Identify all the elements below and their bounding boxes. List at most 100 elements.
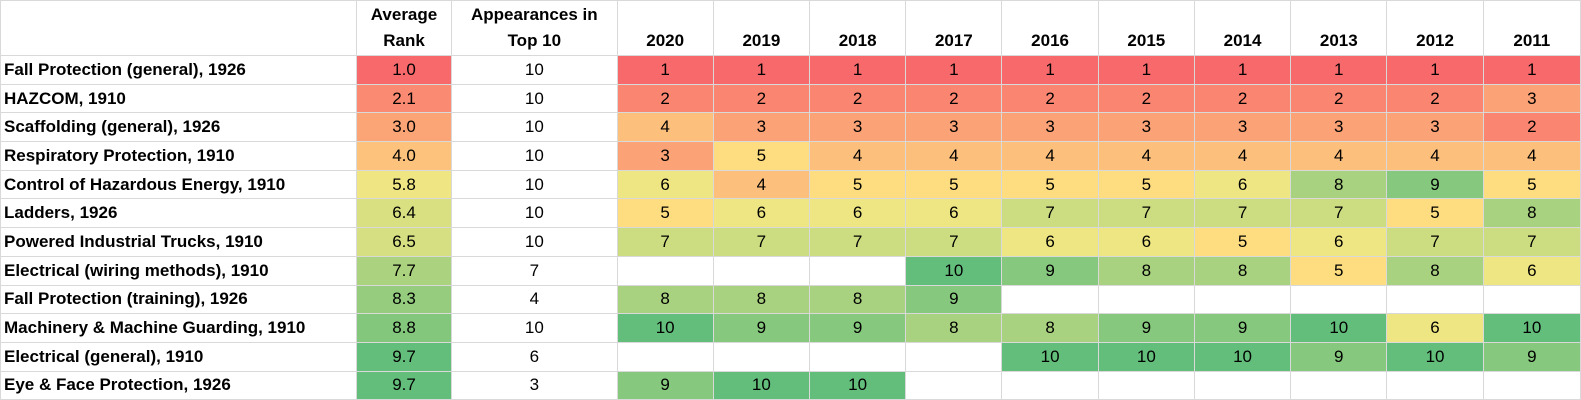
rank-cell: 7 (1290, 198, 1388, 229)
rank-cell: 5 (808, 169, 907, 200)
row-label: Fall Protection (training), 1926 (0, 284, 357, 315)
column-header: 2011 (1482, 0, 1581, 56)
corner-cell (0, 0, 357, 56)
rank-cell (1001, 370, 1099, 400)
row-label: Eye & Face Protection, 1926 (0, 370, 357, 400)
rank-cell: 9 (712, 313, 811, 343)
rank-cell: 8 (905, 313, 1003, 343)
rank-cell: 10 (1386, 341, 1484, 372)
rank-cell: 1 (1290, 55, 1388, 85)
rank-cell: 5 (905, 169, 1003, 200)
table-row: Fall Protection (general), 1926 1.0 10 1 1 1 1… (0, 55, 1581, 85)
rank-cell: 2 (905, 83, 1003, 114)
rank-cell: 10 (1001, 341, 1099, 372)
rank-cell: 8 (1290, 169, 1388, 200)
rank-cell: 3 (1097, 112, 1195, 143)
table-row: Machinery & Machine Guarding, 1910 8.8 10 1… (0, 313, 1581, 343)
rank-cell (1290, 370, 1388, 400)
rank-cell: 7 (1097, 198, 1195, 229)
rank-cell: 9 (808, 313, 907, 343)
table-row: Powered Industrial Trucks, 1910 6.5 10 7 7 7 7… (0, 227, 1581, 257)
rank-cell (712, 341, 811, 372)
rank-cell: 8 (1097, 255, 1195, 286)
header-row: Average Rank Appearances in Top 10 2020 201… (0, 0, 1581, 56)
rank-cell (1193, 284, 1292, 315)
row-label: Ladders, 1926 (0, 198, 357, 229)
column-header: Appearances in Top 10 (451, 0, 618, 56)
average-rank-cell: 8.3 (355, 284, 453, 315)
rank-cell (1386, 284, 1484, 315)
column-header: 2014 (1193, 0, 1292, 56)
rank-cell: 5 (1290, 255, 1388, 286)
rank-cell (808, 341, 907, 372)
row-label: Electrical (general), 1910 (0, 341, 357, 372)
row-label: Fall Protection (general), 1926 (0, 55, 357, 85)
average-rank-cell: 4.0 (355, 141, 453, 171)
rank-cell: 10 (1193, 341, 1292, 372)
rank-cell: 7 (712, 227, 811, 257)
rank-cell: 10 (1097, 341, 1195, 372)
average-rank-cell: 2.1 (355, 83, 453, 114)
appearances-cell: 3 (451, 370, 618, 400)
rank-cell (1001, 284, 1099, 315)
rank-cell: 4 (1193, 141, 1292, 171)
rank-cell: 4 (808, 141, 907, 171)
rank-cell: 5 (616, 198, 714, 229)
rank-cell: 1 (1001, 55, 1099, 85)
rank-cell: 9 (616, 370, 714, 400)
rank-cell: 3 (1386, 112, 1484, 143)
rank-cell (616, 255, 714, 286)
column-header: 2012 (1386, 0, 1484, 56)
rank-cell: 9 (1097, 313, 1195, 343)
rank-cell: 3 (1193, 112, 1292, 143)
row-label: HAZCOM, 1910 (0, 83, 357, 114)
rank-cell: 1 (1193, 55, 1292, 85)
rank-cell: 10 (712, 370, 811, 400)
rank-cell: 7 (1482, 227, 1581, 257)
rank-cell: 1 (616, 55, 714, 85)
rank-cell: 1 (712, 55, 811, 85)
row-label: Machinery & Machine Guarding, 1910 (0, 313, 357, 343)
appearances-cell: 10 (451, 112, 618, 143)
rank-cell: 5 (1482, 169, 1581, 200)
rank-cell: 9 (1290, 341, 1388, 372)
rank-cell: 8 (1386, 255, 1484, 286)
rank-cell: 8 (1482, 198, 1581, 229)
rank-cell (905, 370, 1003, 400)
rank-cell (1193, 370, 1292, 400)
rank-cell: 2 (616, 83, 714, 114)
rank-cell: 9 (1482, 341, 1581, 372)
rank-cell: 1 (905, 55, 1003, 85)
rank-cell: 1 (1482, 55, 1581, 85)
rank-cell: 7 (616, 227, 714, 257)
table-row: Ladders, 1926 6.4 10 5 6 6 6 7 7 7 7 5 8 (0, 198, 1581, 229)
appearances-cell: 10 (451, 227, 618, 257)
average-rank-cell: 3.0 (355, 112, 453, 143)
appearances-cell: 10 (451, 83, 618, 114)
rank-cell: 2 (1386, 83, 1484, 114)
rank-cell: 5 (1001, 169, 1099, 200)
rank-cell: 1 (1386, 55, 1484, 85)
table-row: Fall Protection (training), 1926 8.3 4 8 8 8 9 (0, 284, 1581, 315)
rank-cell: 4 (905, 141, 1003, 171)
rank-cell: 10 (1290, 313, 1388, 343)
rank-cell: 1 (808, 55, 907, 85)
row-label: Control of Hazardous Energy, 1910 (0, 169, 357, 200)
rank-cell: 4 (1001, 141, 1099, 171)
column-header: 2013 (1290, 0, 1388, 56)
row-label: Scaffolding (general), 1926 (0, 112, 357, 143)
table-row: Scaffolding (general), 1926 3.0 10 4 3 3 3 3 3 3 3… (0, 112, 1581, 143)
rank-cell: 4 (712, 169, 811, 200)
rank-cell (1097, 284, 1195, 315)
rank-cell: 7 (905, 227, 1003, 257)
rank-cell: 7 (1193, 198, 1292, 229)
rank-cell: 7 (1001, 198, 1099, 229)
rank-cell: 1 (1097, 55, 1195, 85)
rank-cell: 5 (1386, 198, 1484, 229)
rank-cell: 8 (712, 284, 811, 315)
appearances-cell: 10 (451, 169, 618, 200)
rank-cell: 10 (1482, 313, 1581, 343)
rank-cell: 8 (616, 284, 714, 315)
